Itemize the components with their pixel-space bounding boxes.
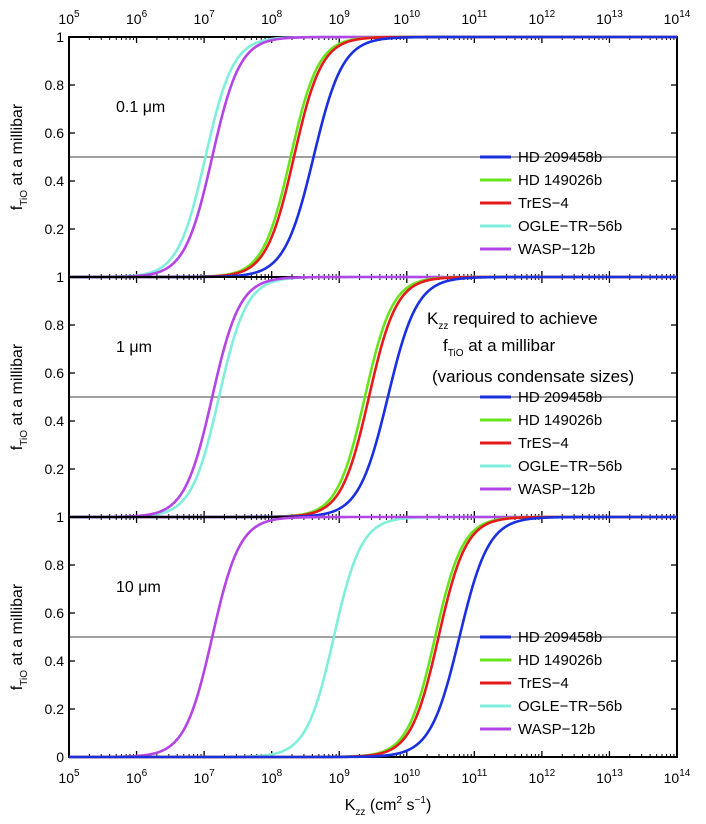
bottom-x-tick-label: 1013 <box>596 768 623 786</box>
legend-label: OGLE−TR−56b <box>518 458 622 475</box>
y-axis-label: fTiO at a millibar <box>9 583 30 690</box>
y-tick-label: 0.2 <box>45 221 65 237</box>
panel-1: 0.2 0.4 0.6 0.8 1 fTiO at a millibar HD 209458… <box>9 29 678 279</box>
y-axis-label: fTiO at a millibar <box>9 103 30 210</box>
panels: 0.2 0.4 0.6 0.8 1 fTiO at a millibar HD 209458… <box>9 29 678 765</box>
y-tick-label: 1 <box>56 509 64 525</box>
legend-label: TrES−4 <box>518 195 569 212</box>
bottom-x-tick-label: 1014 <box>664 768 691 786</box>
annotation-line-2: fTiO at a millibar <box>443 336 555 359</box>
series-line-1 <box>69 515 677 759</box>
top-x-tick-label: 107 <box>194 9 216 27</box>
top-x-tick-label: 1010 <box>393 9 420 27</box>
top-x-tick-label: 108 <box>261 9 283 27</box>
y-tick-label: 0.8 <box>45 77 65 93</box>
y-tick-label: 0.2 <box>45 701 65 717</box>
legend-label: HD 149026b <box>518 652 602 669</box>
legend-label: TrES−4 <box>518 435 569 452</box>
y-tick-label: 0.6 <box>45 365 65 381</box>
legend-label: TrES−4 <box>518 675 569 692</box>
y-tick-label: 0.2 <box>45 461 65 477</box>
bottom-x-axis: 105 106 107 108 109 1010 1011 1012 1013 1014 <box>58 768 690 786</box>
bottom-x-tick-label: 107 <box>194 768 216 786</box>
y-tick-label: 0.4 <box>45 413 65 429</box>
panel-label: 10 μm <box>116 579 161 596</box>
legend-label: WASP−12b <box>518 241 595 258</box>
legend-label: WASP−12b <box>518 721 595 738</box>
bottom-x-tick-label: 108 <box>261 768 283 786</box>
y-tick-label: 0.8 <box>45 317 65 333</box>
top-x-tick-label: 1013 <box>596 9 623 27</box>
annotation-line-3: (various condensate sizes) <box>432 367 634 386</box>
y-tick-label: 0.6 <box>45 125 65 141</box>
legend-label: HD 209458b <box>518 389 602 406</box>
panel-3: 0 0.2 0.4 0.6 0.8 1 fTiO at a millibar HD 20945… <box>9 509 678 765</box>
bottom-x-tick-label: 106 <box>126 768 148 786</box>
y-tick-label: 1 <box>56 269 64 285</box>
annotation-line-1: Kzz required to achieve <box>427 309 598 332</box>
top-x-axis: 105 106 107 108 109 1010 1011 1012 1013 1014 <box>58 9 690 27</box>
x-axis-label: Kzz (cm2 s−1) <box>345 795 432 818</box>
legend-label: HD 149026b <box>518 412 602 429</box>
y-tick-label: 0.4 <box>45 173 65 189</box>
bottom-x-tick-label: 1010 <box>393 768 420 786</box>
bottom-x-tick-label: 1012 <box>529 768 556 786</box>
top-x-tick-label: 105 <box>58 9 80 27</box>
legend-label: OGLE−TR−56b <box>518 698 622 715</box>
legend-label: OGLE−TR−56b <box>518 218 622 235</box>
top-x-tick-label: 106 <box>126 9 148 27</box>
y-tick-label: 0.6 <box>45 605 65 621</box>
top-x-tick-label: 1011 <box>461 9 487 27</box>
top-x-tick-label: 109 <box>329 9 351 27</box>
panel-label: 0.1 μm <box>116 99 165 116</box>
top-x-tick-label: 1012 <box>529 9 556 27</box>
bottom-x-tick-label: 109 <box>329 768 351 786</box>
legend-label: HD 149026b <box>518 172 602 189</box>
panel-label: 1 μm <box>116 339 152 356</box>
panel-2: 0.2 0.4 0.6 0.8 1 fTiO at a millibar HD 209458… <box>9 269 678 519</box>
legend-label: HD 209458b <box>518 149 602 166</box>
legend-label: HD 209458b <box>518 629 602 646</box>
legend-label: WASP−12b <box>518 481 595 498</box>
bottom-x-tick-label: 105 <box>58 768 80 786</box>
y-axis-label: fTiO at a millibar <box>9 343 30 450</box>
y-tick-label: 1 <box>56 29 64 45</box>
y-tick-label: 0.8 <box>45 557 65 573</box>
y-tick-label: 0.4 <box>45 653 65 669</box>
top-x-tick-label: 1014 <box>664 9 691 27</box>
y-tick-label: 0 <box>56 749 64 765</box>
bottom-x-tick-label: 1011 <box>461 768 487 786</box>
